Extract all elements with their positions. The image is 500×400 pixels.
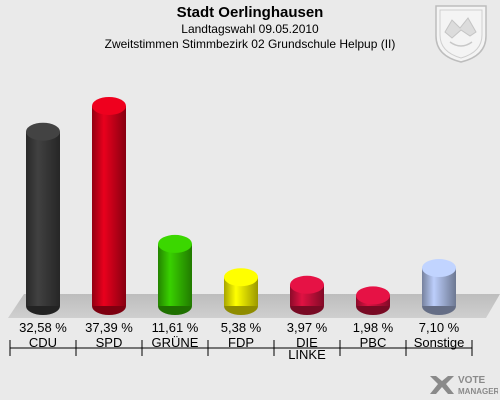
- bar-body: [158, 243, 192, 306]
- bars-group: [26, 96, 456, 315]
- coat-of-arms-icon: [435, 5, 487, 63]
- category-label: Sonstige: [414, 335, 465, 350]
- bar-body: [92, 105, 126, 306]
- value-label: 37,39 %: [85, 320, 133, 335]
- category-label: GRÜNE: [152, 335, 199, 350]
- bar: [422, 259, 456, 315]
- category-label: DIE: [296, 335, 318, 350]
- bar-top: [26, 122, 60, 141]
- value-label: 11,61 %: [152, 320, 199, 335]
- category-label: FDP: [228, 335, 254, 350]
- value-label: 5,38 %: [221, 320, 262, 335]
- value-label: 3,97 %: [287, 320, 328, 335]
- logo-text-vote: VOTE: [458, 375, 486, 386]
- bar: [158, 234, 192, 315]
- chart-subtitle: Landtagswahl 09.05.2010: [181, 22, 319, 36]
- bar-top: [290, 275, 324, 294]
- bar-top: [158, 234, 192, 253]
- bar-top: [92, 96, 126, 115]
- chart-title: Stadt Oerlinghausen: [176, 4, 324, 21]
- logo-text-manager: MANAGER: [458, 387, 498, 396]
- value-labels-group: 32,58 % 37,39 % 11,61 % 5,38 % 3,97 % 1,98 % 7…: [19, 320, 460, 335]
- value-label: 7,10 %: [419, 320, 460, 335]
- chart-header: Stadt Oerlinghausen Landtagswahl 09.05.2…: [0, 4, 500, 52]
- category-label: LINKE: [288, 347, 326, 362]
- bar-top: [356, 286, 390, 305]
- bar: [92, 96, 126, 315]
- category-axis: [9, 340, 473, 356]
- bar-body: [26, 131, 60, 306]
- chart-subtitle-detail: Zweitstimmen Stimmbezirk 02 Grundschule …: [104, 37, 396, 51]
- bar: [26, 122, 60, 315]
- bar: [356, 286, 390, 315]
- category-label: CDU: [29, 335, 57, 350]
- category-label: PBC: [360, 335, 387, 350]
- bar-top: [422, 259, 456, 278]
- category-label: SPD: [96, 335, 123, 350]
- bar-top: [224, 268, 258, 287]
- bar: [224, 268, 258, 315]
- value-label: 32,58 %: [19, 320, 67, 335]
- vote-manager-logo: VOTE MANAGER: [430, 375, 498, 396]
- bar: [290, 275, 324, 315]
- value-label: 1,98 %: [353, 320, 394, 335]
